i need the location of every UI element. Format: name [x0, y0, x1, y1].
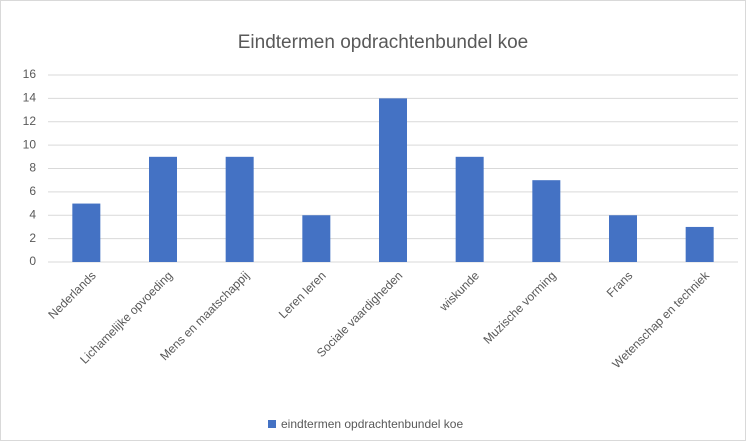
- bar: [72, 203, 101, 262]
- bar: [609, 215, 637, 262]
- y-tick-label: 8: [29, 161, 36, 175]
- y-tick-label: 12: [23, 114, 37, 128]
- bar: [532, 180, 561, 262]
- y-tick-label: 14: [23, 91, 37, 105]
- bar: [302, 215, 331, 262]
- legend-swatch: [268, 420, 276, 428]
- y-tick-label: 16: [23, 67, 37, 81]
- chart-title: Eindtermen opdrachtenbundel koe: [238, 32, 528, 53]
- y-tick-label: 6: [29, 184, 36, 198]
- bar: [685, 226, 714, 262]
- bar: [379, 98, 407, 262]
- y-tick-label: 4: [29, 207, 36, 221]
- bar: [225, 156, 254, 262]
- bar: [455, 156, 484, 262]
- y-tick-label: 10: [23, 137, 37, 151]
- y-tick-label: 2: [29, 231, 36, 245]
- bar: [149, 156, 177, 262]
- legend-label: eindtermen opdrachtenbundel koe: [281, 417, 463, 431]
- y-tick-label: 0: [29, 254, 36, 268]
